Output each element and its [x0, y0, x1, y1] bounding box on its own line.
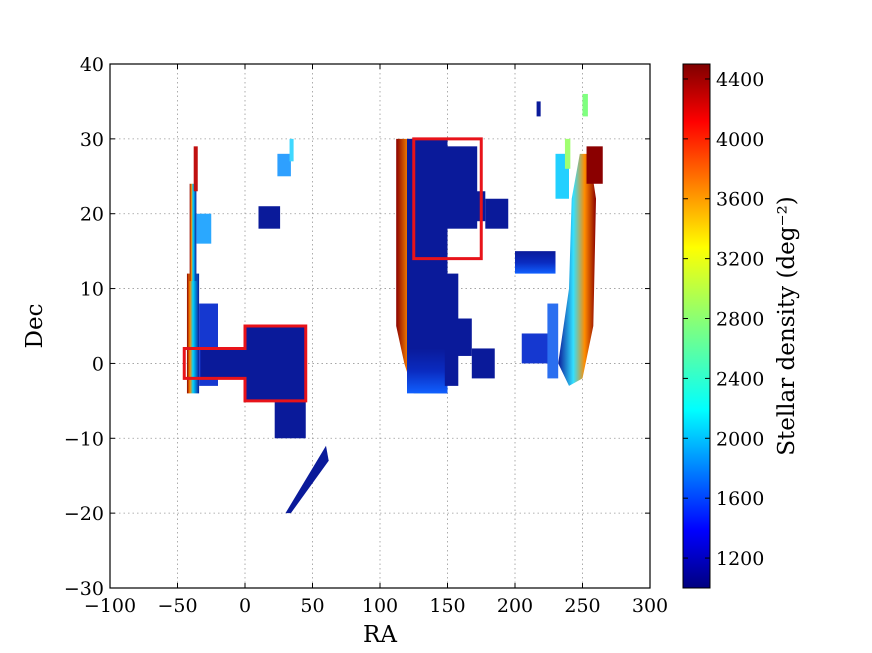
- x-tick-label: 0: [239, 595, 251, 617]
- stream: [285, 445, 329, 514]
- x-axis: −100 −50 0 50 100 150 200 250 300: [84, 64, 668, 617]
- y-tick-label: 40: [80, 54, 104, 76]
- upper-blob: [258, 206, 281, 229]
- y-tick-label: −30: [64, 578, 104, 600]
- colorbar-tick-label: 2000: [716, 428, 764, 450]
- colorbar-tick-label: 2800: [716, 309, 764, 331]
- x-tick-label: 50: [300, 595, 324, 617]
- east-top: [586, 146, 603, 184]
- band-low: [471, 348, 495, 379]
- west-strip: [186, 273, 200, 394]
- ngc-east-edge: [558, 153, 596, 386]
- east-speck: [582, 93, 588, 117]
- y-axis: −30 −20 −10 0 10 20 30 40: [64, 54, 650, 600]
- west-cyan-patch: [196, 213, 212, 244]
- density-map: [186, 93, 603, 514]
- east-inner: [547, 303, 559, 379]
- colorbar-tick-label: 3600: [716, 189, 764, 211]
- highlight-box-2: [412, 137, 483, 261]
- colorbar-gradient: [682, 63, 711, 589]
- colorbar: 1200 1600 2000 2400 2800 3200 3600 4000 4400 Ste…: [682, 63, 800, 589]
- colorbar-tick-label: 4000: [716, 129, 764, 151]
- x-tick-label: −100: [84, 595, 136, 617]
- upper-cyan: [277, 153, 291, 177]
- y-tick-label: 10: [80, 279, 104, 301]
- colorbar-tick-label: 1600: [716, 488, 764, 510]
- west-strip-upper: [189, 183, 197, 282]
- central-lower: [274, 400, 306, 439]
- colorbar-tick-label: 4400: [716, 69, 764, 91]
- highlight-box-1: [182, 324, 308, 403]
- upper-cyan-top: [289, 138, 294, 162]
- x-tick-label: 250: [564, 595, 600, 617]
- colorbar-tick-label: 3200: [716, 249, 764, 271]
- grid-lines: [110, 64, 650, 588]
- y-tick-label: −20: [64, 503, 104, 525]
- y-axis-label: Dec: [22, 304, 48, 349]
- x-axis-label: RA: [363, 622, 397, 648]
- central-patch: [200, 326, 306, 401]
- colorbar-tick-label: 2400: [716, 368, 764, 390]
- y-tick-label: 30: [80, 129, 104, 151]
- west-strip-top: [193, 146, 198, 192]
- x-tick-label: −50: [157, 595, 197, 617]
- ngc-column: [444, 273, 459, 386]
- colorbar-tick-label: 1200: [716, 548, 764, 570]
- band-2: [485, 198, 509, 229]
- y-tick-label: 20: [80, 204, 104, 226]
- band-right: [515, 251, 556, 274]
- x-tick-label: 300: [632, 595, 668, 617]
- x-tick-label: 150: [429, 595, 465, 617]
- block-right: [521, 333, 549, 364]
- colorbar-ticks: 1200 1600 2000 2400 2800 3200 3600 4000 4400: [683, 69, 764, 570]
- y-tick-label: 0: [92, 353, 104, 375]
- ngc-bottom: [407, 348, 448, 394]
- east-green: [564, 138, 571, 169]
- x-tick-label: 200: [497, 595, 533, 617]
- speck-top: [536, 101, 541, 117]
- colorbar-label: Stellar density (deg⁻²): [774, 196, 800, 456]
- x-tick-label: 100: [362, 595, 398, 617]
- y-tick-label: −10: [64, 428, 104, 450]
- highlight-boxes: [182, 137, 483, 403]
